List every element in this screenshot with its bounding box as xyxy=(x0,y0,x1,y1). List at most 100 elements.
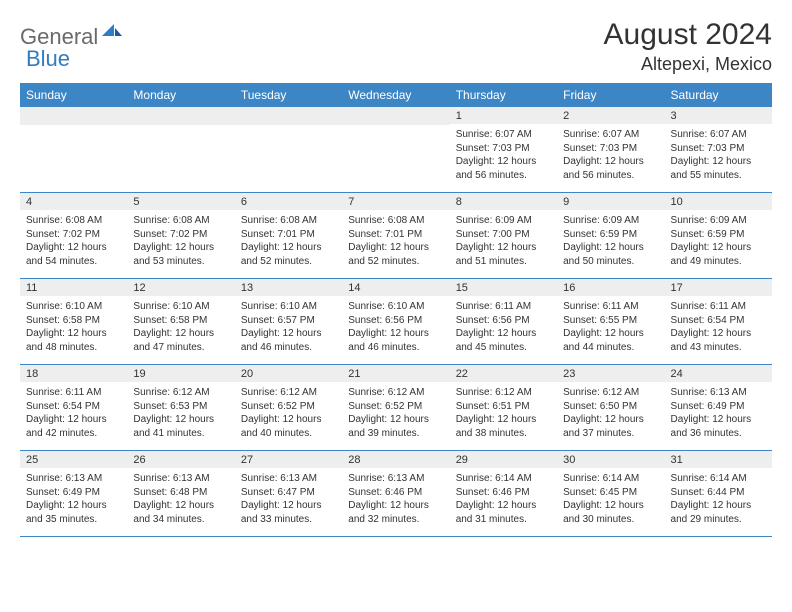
day-number: 16 xyxy=(557,279,664,296)
calendar-cell xyxy=(20,107,127,193)
day-number: 31 xyxy=(665,451,772,468)
calendar-cell: 10Sunrise: 6:09 AMSunset: 6:59 PMDayligh… xyxy=(665,193,772,279)
day-number xyxy=(342,107,449,125)
day-body: Sunrise: 6:07 AMSunset: 7:03 PMDaylight:… xyxy=(557,124,664,192)
day-number: 20 xyxy=(235,365,342,382)
calendar-row: 18Sunrise: 6:11 AMSunset: 6:54 PMDayligh… xyxy=(20,365,772,451)
day-number xyxy=(20,107,127,125)
weekday-header: Friday xyxy=(557,83,664,107)
day-number: 29 xyxy=(450,451,557,468)
day-body: Sunrise: 6:12 AMSunset: 6:52 PMDaylight:… xyxy=(235,382,342,450)
day-number: 22 xyxy=(450,365,557,382)
day-body: Sunrise: 6:14 AMSunset: 6:44 PMDaylight:… xyxy=(665,468,772,536)
weekday-header: Monday xyxy=(127,83,234,107)
weekday-header: Saturday xyxy=(665,83,772,107)
day-number: 5 xyxy=(127,193,234,210)
day-body xyxy=(235,125,342,191)
day-body: Sunrise: 6:10 AMSunset: 6:58 PMDaylight:… xyxy=(20,296,127,364)
day-body: Sunrise: 6:08 AMSunset: 7:02 PMDaylight:… xyxy=(127,210,234,278)
day-number: 18 xyxy=(20,365,127,382)
day-body: Sunrise: 6:10 AMSunset: 6:58 PMDaylight:… xyxy=(127,296,234,364)
calendar-cell xyxy=(342,107,449,193)
day-number: 13 xyxy=(235,279,342,296)
day-number: 15 xyxy=(450,279,557,296)
day-body: Sunrise: 6:13 AMSunset: 6:49 PMDaylight:… xyxy=(665,382,772,450)
weekday-header: Thursday xyxy=(450,83,557,107)
calendar-cell: 13Sunrise: 6:10 AMSunset: 6:57 PMDayligh… xyxy=(235,279,342,365)
calendar-cell: 25Sunrise: 6:13 AMSunset: 6:49 PMDayligh… xyxy=(20,451,127,537)
calendar-cell: 11Sunrise: 6:10 AMSunset: 6:58 PMDayligh… xyxy=(20,279,127,365)
calendar-cell: 8Sunrise: 6:09 AMSunset: 7:00 PMDaylight… xyxy=(450,193,557,279)
day-body: Sunrise: 6:13 AMSunset: 6:49 PMDaylight:… xyxy=(20,468,127,536)
day-number: 21 xyxy=(342,365,449,382)
day-number: 10 xyxy=(665,193,772,210)
day-body: Sunrise: 6:10 AMSunset: 6:56 PMDaylight:… xyxy=(342,296,449,364)
calendar-row: 25Sunrise: 6:13 AMSunset: 6:49 PMDayligh… xyxy=(20,451,772,537)
calendar-cell: 14Sunrise: 6:10 AMSunset: 6:56 PMDayligh… xyxy=(342,279,449,365)
day-body: Sunrise: 6:07 AMSunset: 7:03 PMDaylight:… xyxy=(665,124,772,192)
title-block: August 2024 Altepexi, Mexico xyxy=(604,18,772,75)
calendar-cell: 28Sunrise: 6:13 AMSunset: 6:46 PMDayligh… xyxy=(342,451,449,537)
calendar-row: 4Sunrise: 6:08 AMSunset: 7:02 PMDaylight… xyxy=(20,193,772,279)
day-body: Sunrise: 6:12 AMSunset: 6:53 PMDaylight:… xyxy=(127,382,234,450)
day-number: 11 xyxy=(20,279,127,296)
day-number xyxy=(235,107,342,125)
day-body: Sunrise: 6:08 AMSunset: 7:01 PMDaylight:… xyxy=(342,210,449,278)
day-number: 27 xyxy=(235,451,342,468)
day-body: Sunrise: 6:09 AMSunset: 6:59 PMDaylight:… xyxy=(665,210,772,278)
calendar-body: 1Sunrise: 6:07 AMSunset: 7:03 PMDaylight… xyxy=(20,107,772,537)
day-number: 3 xyxy=(665,107,772,124)
day-body: Sunrise: 6:09 AMSunset: 6:59 PMDaylight:… xyxy=(557,210,664,278)
day-number: 2 xyxy=(557,107,664,124)
calendar-cell: 17Sunrise: 6:11 AMSunset: 6:54 PMDayligh… xyxy=(665,279,772,365)
calendar-cell: 3Sunrise: 6:07 AMSunset: 7:03 PMDaylight… xyxy=(665,107,772,193)
logo-blue-word: Blue xyxy=(26,46,70,72)
day-body: Sunrise: 6:08 AMSunset: 7:02 PMDaylight:… xyxy=(20,210,127,278)
calendar-cell: 6Sunrise: 6:08 AMSunset: 7:01 PMDaylight… xyxy=(235,193,342,279)
day-body: Sunrise: 6:13 AMSunset: 6:46 PMDaylight:… xyxy=(342,468,449,536)
day-number: 14 xyxy=(342,279,449,296)
day-number: 26 xyxy=(127,451,234,468)
calendar-cell: 5Sunrise: 6:08 AMSunset: 7:02 PMDaylight… xyxy=(127,193,234,279)
day-body: Sunrise: 6:09 AMSunset: 7:00 PMDaylight:… xyxy=(450,210,557,278)
day-body: Sunrise: 6:14 AMSunset: 6:45 PMDaylight:… xyxy=(557,468,664,536)
day-body: Sunrise: 6:11 AMSunset: 6:56 PMDaylight:… xyxy=(450,296,557,364)
day-body: Sunrise: 6:14 AMSunset: 6:46 PMDaylight:… xyxy=(450,468,557,536)
day-number: 6 xyxy=(235,193,342,210)
calendar-cell: 21Sunrise: 6:12 AMSunset: 6:52 PMDayligh… xyxy=(342,365,449,451)
day-body xyxy=(20,125,127,191)
calendar-row: 11Sunrise: 6:10 AMSunset: 6:58 PMDayligh… xyxy=(20,279,772,365)
day-body xyxy=(342,125,449,191)
calendar-cell: 18Sunrise: 6:11 AMSunset: 6:54 PMDayligh… xyxy=(20,365,127,451)
day-body: Sunrise: 6:11 AMSunset: 6:54 PMDaylight:… xyxy=(20,382,127,450)
calendar-cell: 27Sunrise: 6:13 AMSunset: 6:47 PMDayligh… xyxy=(235,451,342,537)
day-body: Sunrise: 6:11 AMSunset: 6:54 PMDaylight:… xyxy=(665,296,772,364)
day-body xyxy=(127,125,234,191)
calendar-cell: 30Sunrise: 6:14 AMSunset: 6:45 PMDayligh… xyxy=(557,451,664,537)
calendar-cell: 12Sunrise: 6:10 AMSunset: 6:58 PMDayligh… xyxy=(127,279,234,365)
calendar-cell: 16Sunrise: 6:11 AMSunset: 6:55 PMDayligh… xyxy=(557,279,664,365)
weekday-header: Sunday xyxy=(20,83,127,107)
logo-sail-icon xyxy=(102,22,122,43)
calendar-cell: 31Sunrise: 6:14 AMSunset: 6:44 PMDayligh… xyxy=(665,451,772,537)
calendar-cell: 9Sunrise: 6:09 AMSunset: 6:59 PMDaylight… xyxy=(557,193,664,279)
day-number: 19 xyxy=(127,365,234,382)
calendar-cell: 29Sunrise: 6:14 AMSunset: 6:46 PMDayligh… xyxy=(450,451,557,537)
day-body: Sunrise: 6:08 AMSunset: 7:01 PMDaylight:… xyxy=(235,210,342,278)
location: Altepexi, Mexico xyxy=(604,54,772,75)
day-number xyxy=(127,107,234,125)
calendar-page: General August 2024 Altepexi, Mexico Blu… xyxy=(0,0,792,547)
day-body: Sunrise: 6:13 AMSunset: 6:47 PMDaylight:… xyxy=(235,468,342,536)
calendar-cell: 7Sunrise: 6:08 AMSunset: 7:01 PMDaylight… xyxy=(342,193,449,279)
calendar-cell: 1Sunrise: 6:07 AMSunset: 7:03 PMDaylight… xyxy=(450,107,557,193)
day-number: 30 xyxy=(557,451,664,468)
calendar-cell: 23Sunrise: 6:12 AMSunset: 6:50 PMDayligh… xyxy=(557,365,664,451)
day-body: Sunrise: 6:07 AMSunset: 7:03 PMDaylight:… xyxy=(450,124,557,192)
day-number: 23 xyxy=(557,365,664,382)
day-body: Sunrise: 6:12 AMSunset: 6:52 PMDaylight:… xyxy=(342,382,449,450)
calendar-cell: 19Sunrise: 6:12 AMSunset: 6:53 PMDayligh… xyxy=(127,365,234,451)
weekday-header: Wednesday xyxy=(342,83,449,107)
calendar-cell: 15Sunrise: 6:11 AMSunset: 6:56 PMDayligh… xyxy=(450,279,557,365)
day-body: Sunrise: 6:11 AMSunset: 6:55 PMDaylight:… xyxy=(557,296,664,364)
day-number: 4 xyxy=(20,193,127,210)
